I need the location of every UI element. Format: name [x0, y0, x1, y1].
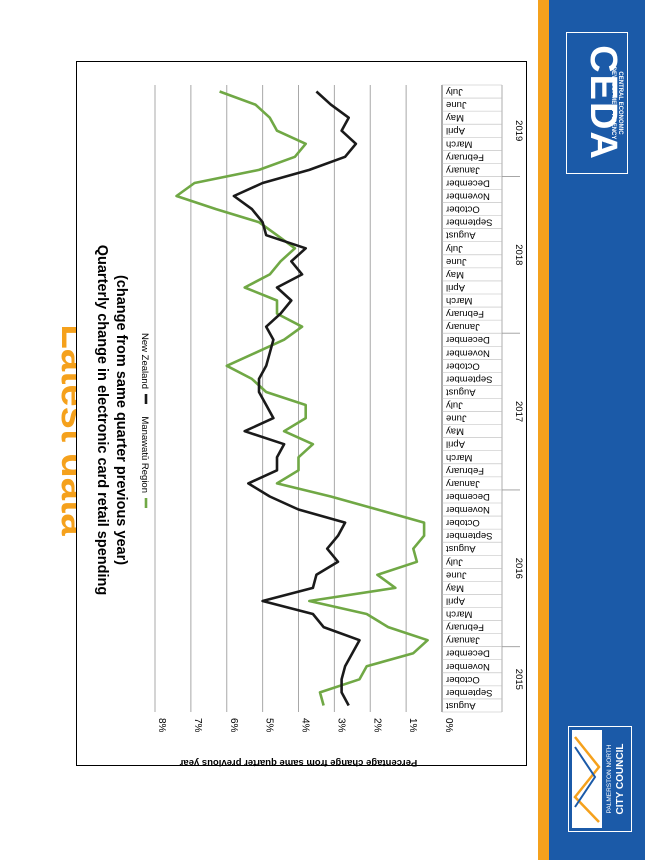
ceda-logo-name: CEDA — [582, 45, 624, 161]
x-tick-label: April — [446, 282, 465, 293]
x-tick-label: April — [446, 439, 465, 450]
y-tick-label: 5% — [264, 718, 275, 733]
y-axis-title: Percentage change from same quarter prev… — [179, 757, 417, 768]
year-label: 2016 — [513, 558, 524, 579]
council-logo-line2: CITY COUNCIL — [615, 744, 626, 815]
slide-title: Latest data — [53, 324, 78, 536]
x-tick-label: February — [446, 151, 484, 162]
x-tick-label: January — [446, 635, 480, 646]
x-tick-label: August — [446, 230, 476, 241]
x-tick-label: December — [446, 491, 490, 502]
x-tick-label: October — [446, 204, 480, 215]
y-tick-label: 1% — [407, 718, 418, 733]
legend-label: Manawatū Region — [139, 416, 150, 493]
y-tick-label: 2% — [371, 718, 382, 733]
y-tick-label: 3% — [335, 718, 346, 733]
council-logo-line1: PALMERSTON NORTH — [606, 744, 613, 813]
ceda-logo: CEDA CENTRAL ECONOMIC DEVELOPMENT AGENCY — [566, 32, 628, 174]
y-tick-label: 6% — [228, 718, 239, 733]
x-tick-label: July — [446, 400, 463, 411]
x-tick-label: July — [446, 86, 463, 97]
x-tick-label: November — [446, 504, 490, 515]
year-label: 2018 — [513, 244, 524, 265]
x-tick-label: August — [446, 700, 476, 711]
x-tick-label: April — [446, 595, 465, 606]
x-tick-label: January — [446, 164, 480, 175]
x-tick-label: October — [446, 674, 480, 685]
ceda-logo-sub1: CENTRAL ECONOMIC — [617, 71, 623, 135]
x-tick-label: December — [446, 177, 490, 188]
x-tick-label: February — [446, 622, 484, 633]
ceda-logo-sub2: DEVELOPMENT AGENCY — [610, 67, 616, 140]
x-tick-label: March — [446, 452, 472, 463]
x-tick-label: July — [446, 243, 463, 254]
x-tick-label: May — [446, 112, 464, 123]
x-tick-label: March — [446, 609, 472, 620]
x-tick-label: April — [446, 125, 465, 136]
y-tick-label: 8% — [156, 718, 167, 733]
x-tick-label: October — [446, 360, 480, 371]
x-tick-label: June — [446, 99, 467, 110]
x-tick-label: June — [446, 569, 467, 580]
x-tick-label: July — [446, 556, 463, 567]
series-line — [232, 90, 361, 707]
x-tick-label: November — [446, 191, 490, 202]
x-tick-label: May — [446, 582, 464, 593]
x-tick-label: December — [446, 334, 490, 345]
legend-label: New Zealand — [139, 333, 150, 389]
year-label: 2017 — [513, 401, 524, 422]
x-tick-label: November — [446, 347, 490, 358]
x-tick-label: September — [446, 373, 492, 384]
x-tick-label: September — [446, 217, 492, 228]
x-tick-label: January — [446, 478, 480, 489]
x-tick-label: October — [446, 517, 480, 528]
council-logo: PALMERSTON NORTH CITY COUNCIL — [568, 726, 632, 832]
x-tick-label: December — [446, 648, 490, 659]
x-tick-label: August — [446, 543, 476, 554]
x-tick-label: May — [446, 269, 464, 280]
x-tick-label: August — [446, 386, 476, 397]
x-tick-label: June — [446, 413, 467, 424]
x-tick-label: June — [446, 256, 467, 267]
x-tick-label: May — [446, 426, 464, 437]
x-tick-label: September — [446, 687, 492, 698]
x-tick-label: November — [446, 661, 490, 672]
chart-title: Quarterly change in electronic card reta… — [94, 245, 110, 596]
x-tick-label: February — [446, 465, 484, 476]
chart-subtitle: (change from same quarter previous year) — [113, 275, 129, 565]
year-label: 2015 — [513, 669, 524, 690]
chart-panel — [76, 61, 527, 766]
year-label: 2019 — [513, 120, 524, 141]
series-line — [175, 90, 429, 706]
x-tick-label: February — [446, 308, 484, 319]
slide-title-svg: Latest data — [53, 324, 78, 536]
orange-stripe — [538, 0, 549, 860]
x-tick-label: September — [446, 530, 492, 541]
x-tick-label: March — [446, 138, 472, 149]
x-tick-label: March — [446, 295, 472, 306]
y-tick-label: 0% — [443, 718, 454, 733]
y-tick-label: 4% — [300, 718, 311, 733]
y-tick-label: 7% — [192, 718, 203, 733]
x-tick-label: January — [446, 321, 480, 332]
